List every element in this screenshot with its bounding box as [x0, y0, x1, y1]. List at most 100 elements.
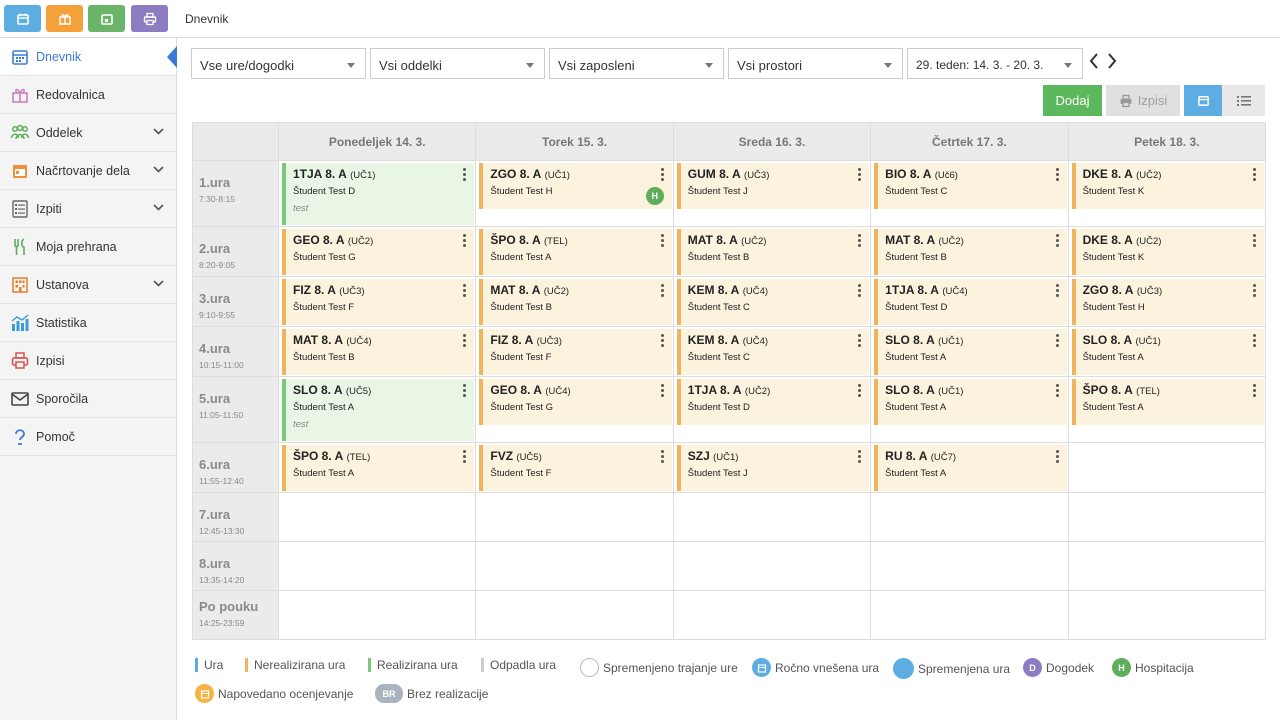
lesson-card[interactable]: MAT 8. A (UČ2) Študent Test B	[676, 229, 870, 275]
sidebar-item-izpiti[interactable]: Izpiti	[0, 190, 176, 228]
lesson-card[interactable]: ŠPO 8. A (TEL) Študent Test A	[282, 445, 475, 491]
timetable-cell[interactable]: MAT 8. A (UČ2) Študent Test B	[870, 226, 1069, 277]
lesson-card[interactable]: GUM 8. A (UČ3) Študent Test J	[676, 163, 870, 209]
timetable-cell[interactable]: ŠPO 8. A (TEL) Študent Test A	[475, 226, 674, 277]
lesson-card[interactable]: SLO 8. A (UČ5) Študent Test A test	[282, 379, 475, 441]
more-options-icon[interactable]	[463, 384, 467, 399]
timetable-cell[interactable]: GEO 8. A (UČ2) Študent Test G	[277, 226, 477, 277]
lesson-card[interactable]: 1TJA 8. A (UČ1) Študent Test D test	[282, 163, 475, 225]
more-options-icon[interactable]	[463, 168, 467, 183]
timetable-cell[interactable]: GEO 8. A (UČ4) Študent Test G	[475, 376, 674, 443]
lesson-card[interactable]: FIZ 8. A (UČ3) Študent Test F	[479, 329, 672, 375]
more-options-icon[interactable]	[1055, 450, 1059, 465]
more-options-icon[interactable]	[858, 384, 862, 399]
more-options-icon[interactable]	[660, 234, 664, 249]
sidebar-item-oddelek[interactable]: Oddelek	[0, 114, 176, 152]
more-options-icon[interactable]	[660, 284, 664, 299]
timetable-cell[interactable]	[277, 492, 477, 542]
sidebar-item-statistika[interactable]: Statistika	[0, 304, 176, 342]
more-options-icon[interactable]	[463, 450, 467, 465]
lesson-card[interactable]: RU 8. A (UČ7) Študent Test A	[874, 445, 1067, 491]
gift-button[interactable]	[46, 5, 83, 32]
more-options-icon[interactable]	[660, 168, 664, 183]
timetable-cell[interactable]: MAT 8. A (UČ2) Študent Test B	[672, 226, 872, 277]
hours-filter-select[interactable]: Vse ure/dogodki	[191, 48, 366, 79]
lesson-card[interactable]: BIO 8. A (Uč6) Študent Test C	[874, 163, 1067, 209]
timetable-cell[interactable]: KEM 8. A (UČ4) Študent Test C	[672, 276, 872, 327]
more-options-icon[interactable]	[1055, 384, 1059, 399]
sidebar-item-moja-prehrana[interactable]: Moja prehrana	[0, 228, 176, 266]
timetable-cell[interactable]	[475, 590, 674, 640]
timetable-cell[interactable]: DKE 8. A (UČ2) Študent Test K	[1067, 160, 1267, 227]
more-options-icon[interactable]	[1253, 168, 1256, 183]
sidebar-item-sporočila[interactable]: Sporočila	[0, 380, 176, 418]
timetable-cell[interactable]: SLO 8. A (UČ1) Študent Test A	[1067, 326, 1267, 377]
more-options-icon[interactable]	[660, 450, 664, 465]
lesson-card[interactable]: DKE 8. A (UČ2) Študent Test K	[1071, 229, 1264, 275]
more-options-icon[interactable]	[660, 334, 664, 349]
calendar-view-button[interactable]	[1184, 85, 1222, 116]
timetable-cell[interactable]: SLO 8. A (UČ1) Študent Test A	[870, 376, 1069, 443]
lesson-card[interactable]: ŠPO 8. A (TEL) Študent Test A	[1071, 379, 1264, 425]
sidebar-item-dnevnik[interactable]: Dnevnik	[0, 38, 177, 76]
more-options-icon[interactable]	[1055, 284, 1059, 299]
timetable-cell[interactable]: 1TJA 8. A (UČ4) Študent Test D	[870, 276, 1069, 327]
timetable-cell[interactable]	[870, 590, 1069, 640]
chevron-left-icon[interactable]	[1088, 52, 1100, 70]
printer-button[interactable]	[131, 5, 168, 32]
timetable-cell[interactable]	[475, 492, 674, 542]
calendar-button[interactable]	[4, 5, 41, 32]
timetable-cell[interactable]	[277, 541, 477, 591]
timetable-cell[interactable]: 1TJA 8. A (UČ1) Študent Test D test	[277, 160, 477, 227]
lesson-card[interactable]: SLO 8. A (UČ1) Študent Test A	[874, 379, 1067, 425]
more-options-icon[interactable]	[463, 284, 467, 299]
rooms-filter-select[interactable]: Vsi prostori	[728, 48, 903, 79]
more-options-icon[interactable]	[858, 450, 862, 465]
print-button[interactable]: Izpisi	[1106, 85, 1180, 116]
timetable-cell[interactable]	[1067, 541, 1267, 591]
add-button[interactable]: Dodaj	[1043, 85, 1102, 116]
more-options-icon[interactable]	[1055, 168, 1059, 183]
sidebar-item-pomoč[interactable]: Pomoč	[0, 418, 176, 456]
lesson-card[interactable]: KEM 8. A (UČ4) Študent Test C	[676, 329, 870, 375]
timetable-cell[interactable]	[1067, 590, 1267, 640]
lesson-card[interactable]: KEM 8. A (UČ4) Študent Test C	[676, 279, 870, 325]
timetable-cell[interactable]: ŠPO 8. A (TEL) Študent Test A	[1067, 376, 1267, 443]
more-options-icon[interactable]	[463, 334, 467, 349]
sidebar-item-ustanova[interactable]: Ustanova	[0, 266, 176, 304]
week-select[interactable]: 29. teden: 14. 3. - 20. 3.	[907, 48, 1083, 79]
timetable-cell[interactable]: SZJ (UČ1) Študent Test J	[672, 442, 872, 493]
timetable-cell[interactable]: MAT 8. A (UČ2) Študent Test B	[475, 276, 674, 327]
departments-filter-select[interactable]: Vsi oddelki	[370, 48, 545, 79]
more-options-icon[interactable]	[1253, 334, 1256, 349]
lesson-card[interactable]: ŠPO 8. A (TEL) Študent Test A	[479, 229, 672, 275]
lesson-card[interactable]: ZGO 8. A (UČ1) Študent Test H H	[479, 163, 672, 209]
list-view-button[interactable]	[1222, 85, 1265, 116]
timetable-cell[interactable]: RU 8. A (UČ7) Študent Test A	[870, 442, 1069, 493]
lesson-card[interactable]: FVZ (UČ5) Študent Test F	[479, 445, 672, 491]
sidebar-item-izpisi[interactable]: Izpisi	[0, 342, 176, 380]
more-options-icon[interactable]	[858, 284, 862, 299]
timetable-cell[interactable]: FIZ 8. A (UČ3) Študent Test F	[277, 276, 477, 327]
lesson-card[interactable]: FIZ 8. A (UČ3) Študent Test F	[282, 279, 475, 325]
more-options-icon[interactable]	[1253, 234, 1256, 249]
lesson-card[interactable]: ZGO 8. A (UČ3) Študent Test H	[1071, 279, 1264, 325]
lesson-card[interactable]: MAT 8. A (UČ4) Študent Test B	[282, 329, 475, 375]
lesson-card[interactable]: 1TJA 8. A (UČ2) Študent Test D	[676, 379, 870, 425]
more-options-icon[interactable]	[858, 168, 862, 183]
timetable-cell[interactable]: ZGO 8. A (UČ1) Študent Test H H	[475, 160, 674, 227]
sidebar-item-načrtovanje-dela[interactable]: Načrtovanje dela	[0, 152, 176, 190]
lesson-card[interactable]: MAT 8. A (UČ2) Študent Test B	[479, 279, 672, 325]
timetable-cell[interactable]: SLO 8. A (UČ1) Študent Test A	[870, 326, 1069, 377]
more-options-icon[interactable]	[1253, 284, 1256, 299]
lesson-card[interactable]: MAT 8. A (UČ2) Študent Test B	[874, 229, 1067, 275]
lesson-card[interactable]: SZJ (UČ1) Študent Test J	[676, 445, 870, 491]
timetable-cell[interactable]: FIZ 8. A (UČ3) Študent Test F	[475, 326, 674, 377]
timetable-cell[interactable]: SLO 8. A (UČ5) Študent Test A test	[277, 376, 477, 443]
more-options-icon[interactable]	[660, 384, 664, 399]
more-options-icon[interactable]	[1253, 384, 1256, 399]
lesson-card[interactable]: DKE 8. A (UČ2) Študent Test K	[1071, 163, 1264, 209]
timetable-cell[interactable]	[672, 590, 872, 640]
lesson-card[interactable]: GEO 8. A (UČ2) Študent Test G	[282, 229, 475, 275]
timetable-cell[interactable]	[672, 541, 872, 591]
